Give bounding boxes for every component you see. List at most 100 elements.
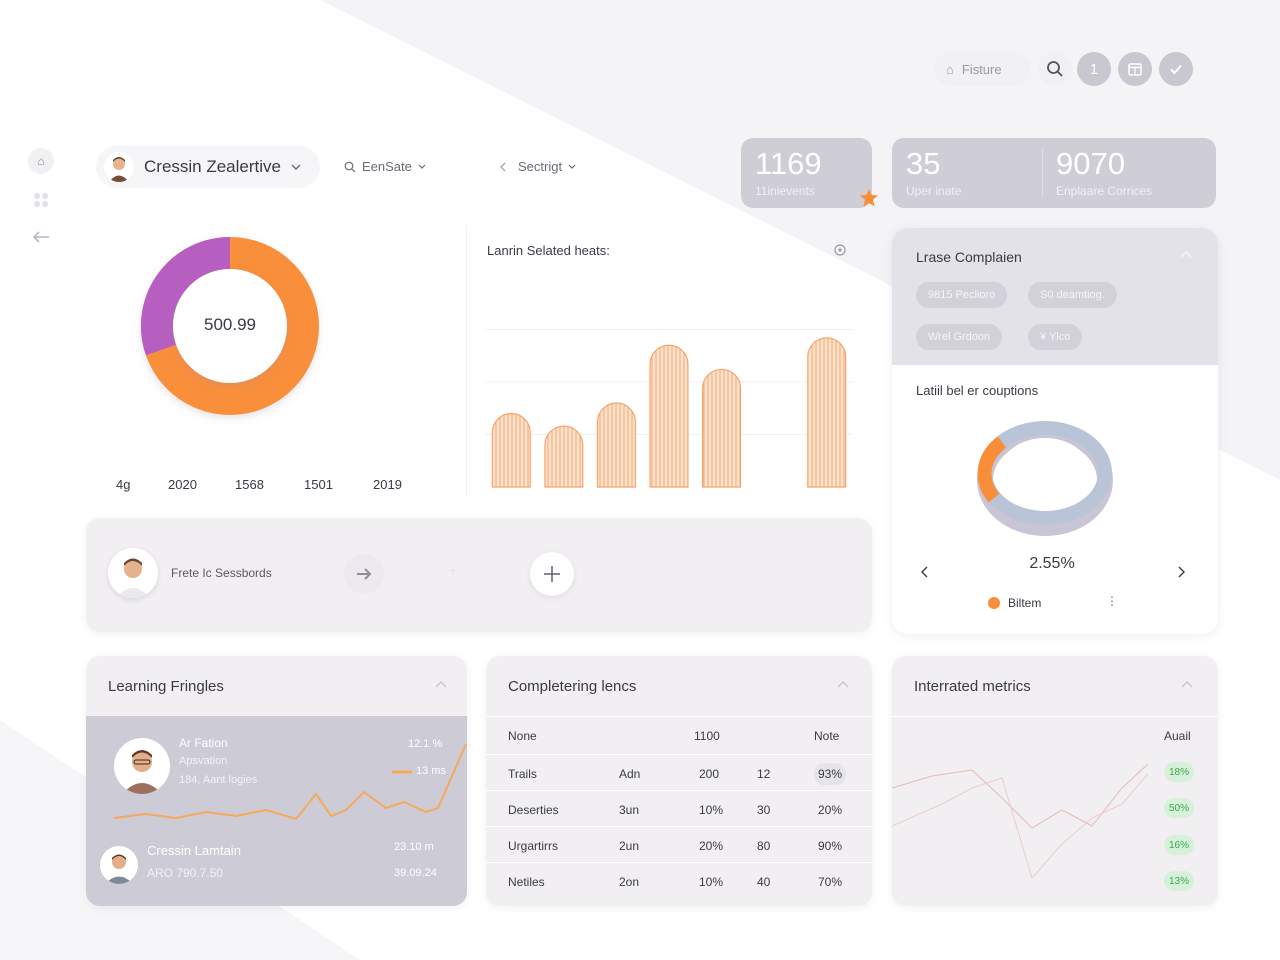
forward-button[interactable]: [344, 554, 384, 594]
settings-icon[interactable]: [833, 243, 847, 257]
user-selector[interactable]: Cressin Zealertive: [96, 146, 320, 188]
apps-rail-button[interactable]: [28, 187, 54, 213]
filter-chip[interactable]: 9815 Peclioro: [916, 282, 1008, 308]
cell: 20%: [699, 839, 724, 853]
stat-value: 9070: [1056, 146, 1125, 181]
filter-select[interactable]: EenSate: [344, 159, 426, 174]
cell: Adn: [619, 767, 641, 781]
table-header: None 1100 Note: [486, 716, 872, 752]
legend-label: Biltem: [1008, 596, 1042, 610]
table-row[interactable]: Urgartirrs 2un 20% 80 90%: [486, 826, 872, 862]
filter-chip[interactable]: S0 deamtiog.: [1028, 282, 1117, 308]
donut-segment-purple: [141, 237, 231, 356]
stat-card-events[interactable]: 1169 11inievents: [741, 138, 878, 208]
cell-badge: 93%: [814, 763, 847, 785]
search-button[interactable]: [1038, 52, 1072, 86]
donut-axis: 4g 2020 1568 1501 2019: [116, 477, 436, 493]
axis-label: 2020: [168, 477, 197, 492]
table-row[interactable]: Deserties 3un 10% 30 20%: [486, 790, 872, 826]
grid-icon: [34, 193, 48, 207]
panel-subtitle: Latiil bel er couptions: [916, 383, 1039, 398]
person-role: Apsvation: [179, 755, 228, 767]
ring-value: 2.55%: [1029, 555, 1075, 572]
calendar-button[interactable]: [1118, 52, 1152, 86]
metric-badge: 16%: [1164, 835, 1194, 855]
session-label: Frete Ic Sessbords: [171, 566, 272, 580]
avatar: [108, 548, 158, 598]
home-icon: ⌂: [37, 154, 45, 168]
donut-center-value: 500.99: [204, 315, 256, 334]
search-icon: [344, 161, 356, 172]
person-meta: 184, Aant logies: [179, 774, 258, 786]
notification-count: 1: [1089, 60, 1099, 78]
check-icon: [1170, 64, 1182, 75]
axis-label: 1568: [235, 477, 264, 492]
search-icon: [1047, 61, 1063, 77]
person-value: 12.1 %: [408, 738, 443, 750]
metric-badge: 13%: [1164, 871, 1194, 891]
cell: 40: [757, 875, 771, 889]
stat-value: 1169: [755, 146, 822, 181]
home-icon: ⌂: [946, 61, 954, 77]
table-row[interactable]: Trails Adn 200 12 93%: [486, 754, 872, 790]
column-header: 1100: [694, 729, 720, 743]
stat-services[interactable]: 9070 Enplaare Corrices: [1056, 146, 1153, 199]
axis-label: 1501: [304, 477, 333, 492]
chevron-left-icon[interactable]: [920, 566, 928, 578]
feature-button[interactable]: ⌂ Fisture: [934, 52, 1030, 86]
learning-card: Learning Fringles Ar Fation Apsvation 18…: [86, 656, 467, 906]
calendar-icon: [1128, 63, 1142, 76]
ring-chart: [977, 421, 1113, 536]
section-select[interactable]: Sectrigt: [500, 159, 576, 174]
cell: 10%: [699, 875, 724, 889]
chart-title: Lanrin Selated heats:: [487, 243, 610, 258]
complaint-panel: Lrase Complaien 9815 Peclioro S0 deamtio…: [892, 228, 1218, 634]
card-title: Interrated metrics: [914, 678, 1031, 695]
bar-chart-panel: Lanrin Selated heats:: [466, 225, 870, 497]
person-name: Cressin Lamtain: [147, 843, 241, 858]
cell: 70%: [818, 875, 843, 889]
notification-button[interactable]: 1: [1077, 52, 1111, 86]
divider: [1042, 148, 1043, 198]
person-value: 23.10 m: [394, 841, 434, 853]
cell: 20%: [818, 803, 843, 817]
chevron-down-icon: [291, 164, 301, 170]
panel-title: Lrase Complaien: [916, 249, 1022, 265]
filter-chip[interactable]: Wrel Grdoon: [916, 324, 1003, 350]
person-meta: ARO 790.7.50: [147, 866, 224, 880]
card-title: Learning Fringles: [108, 678, 224, 695]
cell: 3un: [619, 803, 640, 817]
legend-dot: [988, 597, 1000, 609]
chevron-up-icon[interactable]: [434, 678, 448, 692]
person-value: 13 ms: [416, 765, 446, 777]
stat-label: Enplaare Corrices: [1056, 184, 1153, 198]
stat-label: 11inievents: [755, 184, 815, 198]
chevron-up-icon[interactable]: [1180, 250, 1192, 258]
row-name: Netiles: [508, 875, 545, 889]
complaint-header: Lrase Complaien 9815 Peclioro S0 deamtio…: [892, 228, 1218, 365]
chevron-right-icon[interactable]: [1178, 566, 1186, 578]
metric-badge: 50%: [1164, 798, 1194, 818]
bar: [596, 402, 636, 488]
chevron-up-icon[interactable]: [836, 678, 850, 692]
bar-chart: [485, 329, 853, 488]
home-rail-button[interactable]: ⌂: [28, 148, 54, 174]
column-header: Auail: [1164, 729, 1191, 743]
row-name: Trails: [508, 767, 537, 781]
add-button[interactable]: [530, 552, 574, 596]
stat-card-group: 35 Uper inate 9070 Enplaare Corrices: [892, 138, 1216, 208]
filter-chip[interactable]: ¥ Ylco: [1028, 324, 1083, 350]
more-icon[interactable]: ⋮: [1106, 594, 1118, 608]
cell: 12: [757, 767, 771, 781]
card-title: Completering lencs: [508, 678, 637, 695]
row-name: Urgartirrs: [508, 839, 558, 853]
chevron-down-icon: [568, 164, 576, 169]
chevron-up-icon[interactable]: [1180, 678, 1194, 692]
bar: [491, 412, 531, 488]
section-select-label: Sectrigt: [518, 159, 563, 174]
table-row[interactable]: Netiles 2on 10% 40 70%: [486, 862, 872, 898]
bar: [649, 344, 689, 488]
confirm-button[interactable]: [1159, 52, 1193, 86]
stat-rate[interactable]: 35 Uper inate: [906, 148, 961, 199]
back-rail-button[interactable]: [28, 224, 54, 250]
